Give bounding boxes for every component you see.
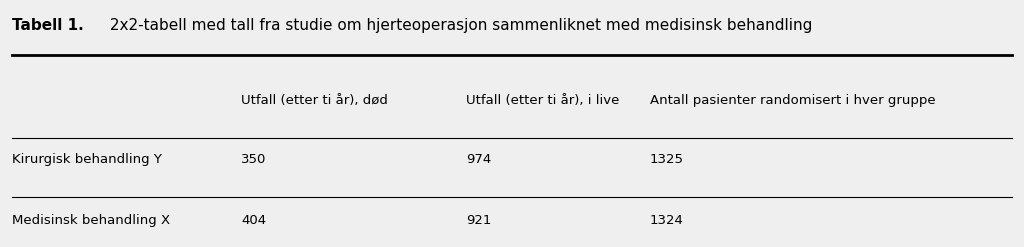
Text: Tabell 1.: Tabell 1. [11,19,83,34]
Text: Medisinsk behandling X: Medisinsk behandling X [11,214,170,227]
Text: Kirurgisk behandling Y: Kirurgisk behandling Y [11,153,162,166]
Text: 974: 974 [466,153,492,166]
Text: Utfall (etter ti år), i live: Utfall (etter ti år), i live [466,94,620,107]
Text: 1325: 1325 [650,153,684,166]
Text: 921: 921 [466,214,492,227]
Text: 404: 404 [242,214,266,227]
Text: Antall pasienter randomisert i hver gruppe: Antall pasienter randomisert i hver grup… [650,94,936,107]
Text: 350: 350 [242,153,266,166]
Text: Utfall (etter ti år), død: Utfall (etter ti år), død [242,94,388,107]
Text: 1324: 1324 [650,214,684,227]
Text: 2x2-tabell med tall fra studie om hjerteoperasjon sammenliknet med medisinsk beh: 2x2-tabell med tall fra studie om hjerte… [104,19,812,34]
